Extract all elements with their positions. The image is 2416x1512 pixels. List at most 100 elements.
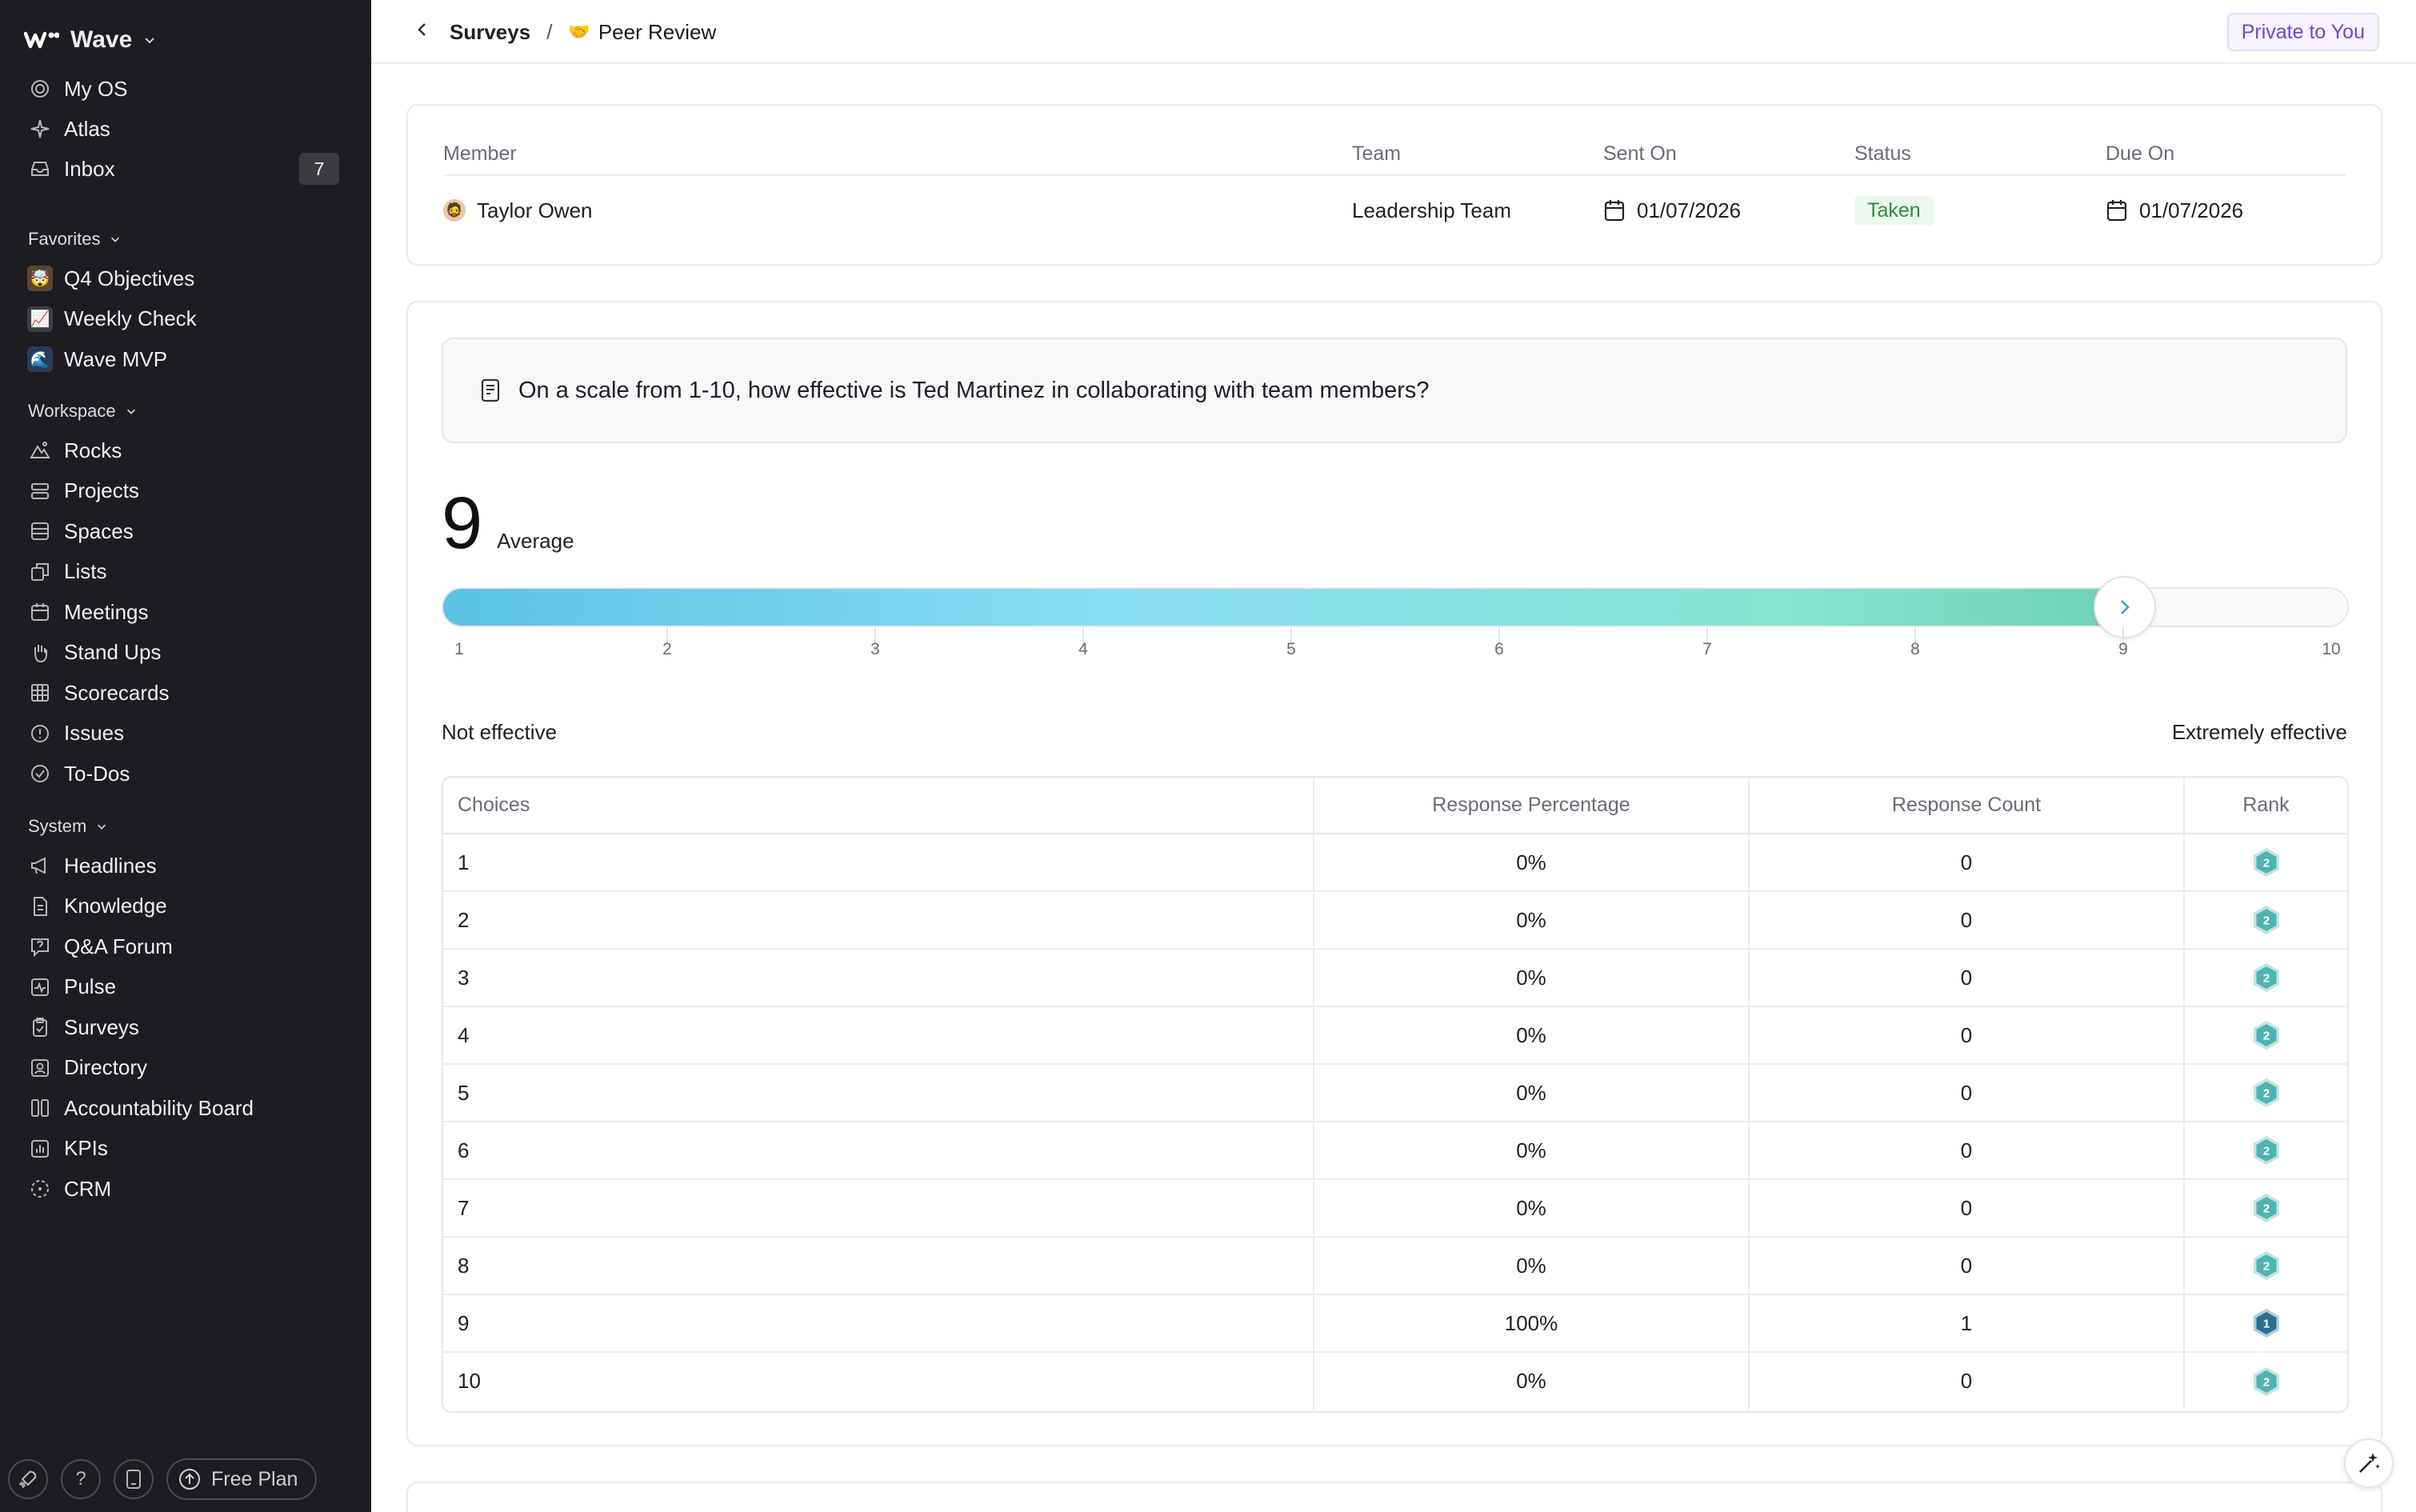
choice-cell: 6 xyxy=(443,1121,1314,1179)
sidebar-item-label: Weekly Check xyxy=(64,306,197,330)
choice-cell: 7 xyxy=(443,1178,1314,1237)
rank-hexagon-icon: 2 xyxy=(2253,1078,2279,1107)
question-bubble-icon xyxy=(27,934,53,959)
sidebar-item-atlas[interactable]: Atlas xyxy=(27,111,339,146)
scale-tick xyxy=(1706,627,1708,651)
sidebar-item-label: Accountability Board xyxy=(64,1095,254,1120)
sidebar-item-pulse[interactable]: Pulse xyxy=(27,970,339,1005)
privacy-badge-button[interactable]: Private to You xyxy=(2226,13,2379,51)
due-on-date: 01/07/2026 xyxy=(2139,198,2244,222)
sidebar-bottom-bar: ? Free Plan xyxy=(8,1458,318,1501)
score-handle[interactable] xyxy=(2094,576,2156,638)
header-response-count: Response Count xyxy=(1749,778,2185,834)
alert-circle-icon xyxy=(27,721,53,746)
scale-tick-label: 7 xyxy=(1702,640,1712,658)
sidebar-item-surveys[interactable]: Surveys xyxy=(27,1010,339,1045)
sidebar-item-label: CRM xyxy=(64,1176,112,1201)
sidebar-item-issues[interactable]: Issues xyxy=(27,716,339,751)
chevron-down-icon xyxy=(98,824,106,830)
choice-cell: 1 xyxy=(443,834,1314,891)
sidebar-item-scorecards[interactable]: Scorecards xyxy=(27,675,339,710)
sparkle-icon xyxy=(27,116,53,142)
count-cell: 0 xyxy=(1749,948,2185,1006)
results-header-row: Choices Response Percentage Response Cou… xyxy=(443,778,2347,834)
sidebar-item-q-a-forum[interactable]: Q&A Forum xyxy=(27,929,339,964)
rank-value: 2 xyxy=(2262,1087,2269,1101)
sidebar-item-meetings[interactable]: Meetings xyxy=(27,594,339,630)
choice-cell: 8 xyxy=(443,1236,1314,1294)
upgrade-arrow-icon xyxy=(179,1469,200,1490)
chevron-down-icon xyxy=(145,38,154,44)
breadcrumb-parent-link[interactable]: Surveys xyxy=(450,19,531,44)
free-plan-button[interactable]: Free Plan xyxy=(166,1458,318,1500)
member-row[interactable]: 🧔 Taylor Owen Leadership Team 01/07/2026… xyxy=(443,186,2346,235)
help-icon: ? xyxy=(75,1468,86,1490)
sidebar-item-my-os[interactable]: My OS xyxy=(27,71,339,106)
tablet-icon xyxy=(126,1470,141,1489)
back-button[interactable] xyxy=(414,20,434,45)
rank-value: 2 xyxy=(2262,1375,2269,1389)
sidebar-item-label: My OS xyxy=(64,76,128,101)
scale-tick xyxy=(1290,627,1292,651)
sidebar-item-knowledge[interactable]: Knowledge xyxy=(27,889,339,924)
workspace-section-toggle[interactable]: Workspace xyxy=(28,399,137,423)
rocket-button[interactable] xyxy=(8,1459,48,1499)
system-section-toggle[interactable]: System xyxy=(28,814,107,838)
sidebar-item-wave-mvp[interactable]: 🌊 Wave MVP xyxy=(27,342,339,377)
sidebar-item-headlines[interactable]: Headlines xyxy=(27,848,339,883)
rank-hexagon-icon: 2 xyxy=(2253,1366,2279,1396)
member-summary-card: Member Team Sent On Status Due On 🧔 Tayl… xyxy=(406,104,2382,266)
scale-tick xyxy=(1498,627,1500,651)
next-question-card xyxy=(406,1482,2382,1512)
sidebar-item-label: Projects xyxy=(64,478,139,502)
percentage-cell: 0% xyxy=(1314,1178,1750,1237)
favorites-section-toggle[interactable]: Favorites xyxy=(28,227,121,251)
rank-hexagon-icon: 2 xyxy=(2253,1251,2279,1280)
sidebar-item-lists[interactable]: Lists xyxy=(27,554,339,590)
sidebar-item-spaces[interactable]: Spaces xyxy=(27,514,339,549)
help-button[interactable]: ? xyxy=(61,1459,101,1499)
favorites-label: Favorites xyxy=(28,229,101,249)
sidebar: Wave My OS Atlas Inbox 7 Favorites 🤯 Q4 Obje… xyxy=(0,0,371,1512)
scale-tick xyxy=(1082,627,1084,651)
survey-question-icon xyxy=(481,378,500,402)
sidebar-item-projects[interactable]: Projects xyxy=(27,474,339,509)
sidebar-item-label: Rocks xyxy=(64,438,122,462)
scale-tick xyxy=(666,627,668,651)
table-row: 8 0% 0 2 xyxy=(443,1236,2347,1294)
breadcrumb-separator: / xyxy=(546,19,553,44)
chevron-down-icon xyxy=(126,409,135,414)
rocks-icon xyxy=(27,438,53,463)
rank-cell: 2 xyxy=(2184,1121,2347,1179)
choice-cell: 5 xyxy=(443,1063,1314,1122)
count-cell: 0 xyxy=(1749,1351,2185,1410)
sidebar-item-label: Spaces xyxy=(64,518,134,543)
sidebar-item-crm[interactable]: CRM xyxy=(27,1171,339,1206)
sidebar-item-to-dos[interactable]: To-Dos xyxy=(27,756,339,791)
rank-hexagon-icon: 2 xyxy=(2253,1021,2279,1050)
header-sent-on: Sent On xyxy=(1603,142,1677,165)
sidebar-item-label: Pulse xyxy=(64,974,117,998)
sidebar-item-kpis[interactable]: KPIs xyxy=(27,1131,339,1166)
sidebar-item-stand-ups[interactable]: Stand Ups xyxy=(27,635,339,670)
member-name: Taylor Owen xyxy=(477,198,593,222)
sidebar-item-rocks[interactable]: Rocks xyxy=(27,433,339,468)
choice-cell: 2 xyxy=(443,890,1314,949)
sidebar-item-directory[interactable]: Directory xyxy=(27,1050,339,1086)
handshake-icon: 🤝 xyxy=(568,22,590,42)
rank-hexagon-icon: 2 xyxy=(2253,1136,2279,1165)
workspace-switcher[interactable]: Wave xyxy=(24,24,156,56)
ai-assistant-button[interactable] xyxy=(2344,1438,2394,1488)
tablet-button[interactable] xyxy=(114,1459,154,1499)
rank-cell: 2 xyxy=(2184,834,2347,891)
sidebar-item-q4-objectives[interactable]: 🤯 Q4 Objectives xyxy=(27,261,339,296)
sidebar-item-weekly-check[interactable]: 📈 Weekly Check xyxy=(27,302,339,337)
rank-value: 2 xyxy=(2262,972,2269,986)
scale-tick-label: 1 xyxy=(454,640,464,658)
sidebar-item-accountability-board[interactable]: Accountability Board xyxy=(27,1090,339,1126)
sidebar-item-label: To-Dos xyxy=(64,761,130,786)
question-box: On a scale from 1-10, how effective is T… xyxy=(442,338,2347,443)
rank-cell: 2 xyxy=(2184,1063,2347,1122)
sidebar-item-inbox[interactable]: Inbox 7 xyxy=(27,151,339,186)
rank-value: 2 xyxy=(2262,857,2269,870)
